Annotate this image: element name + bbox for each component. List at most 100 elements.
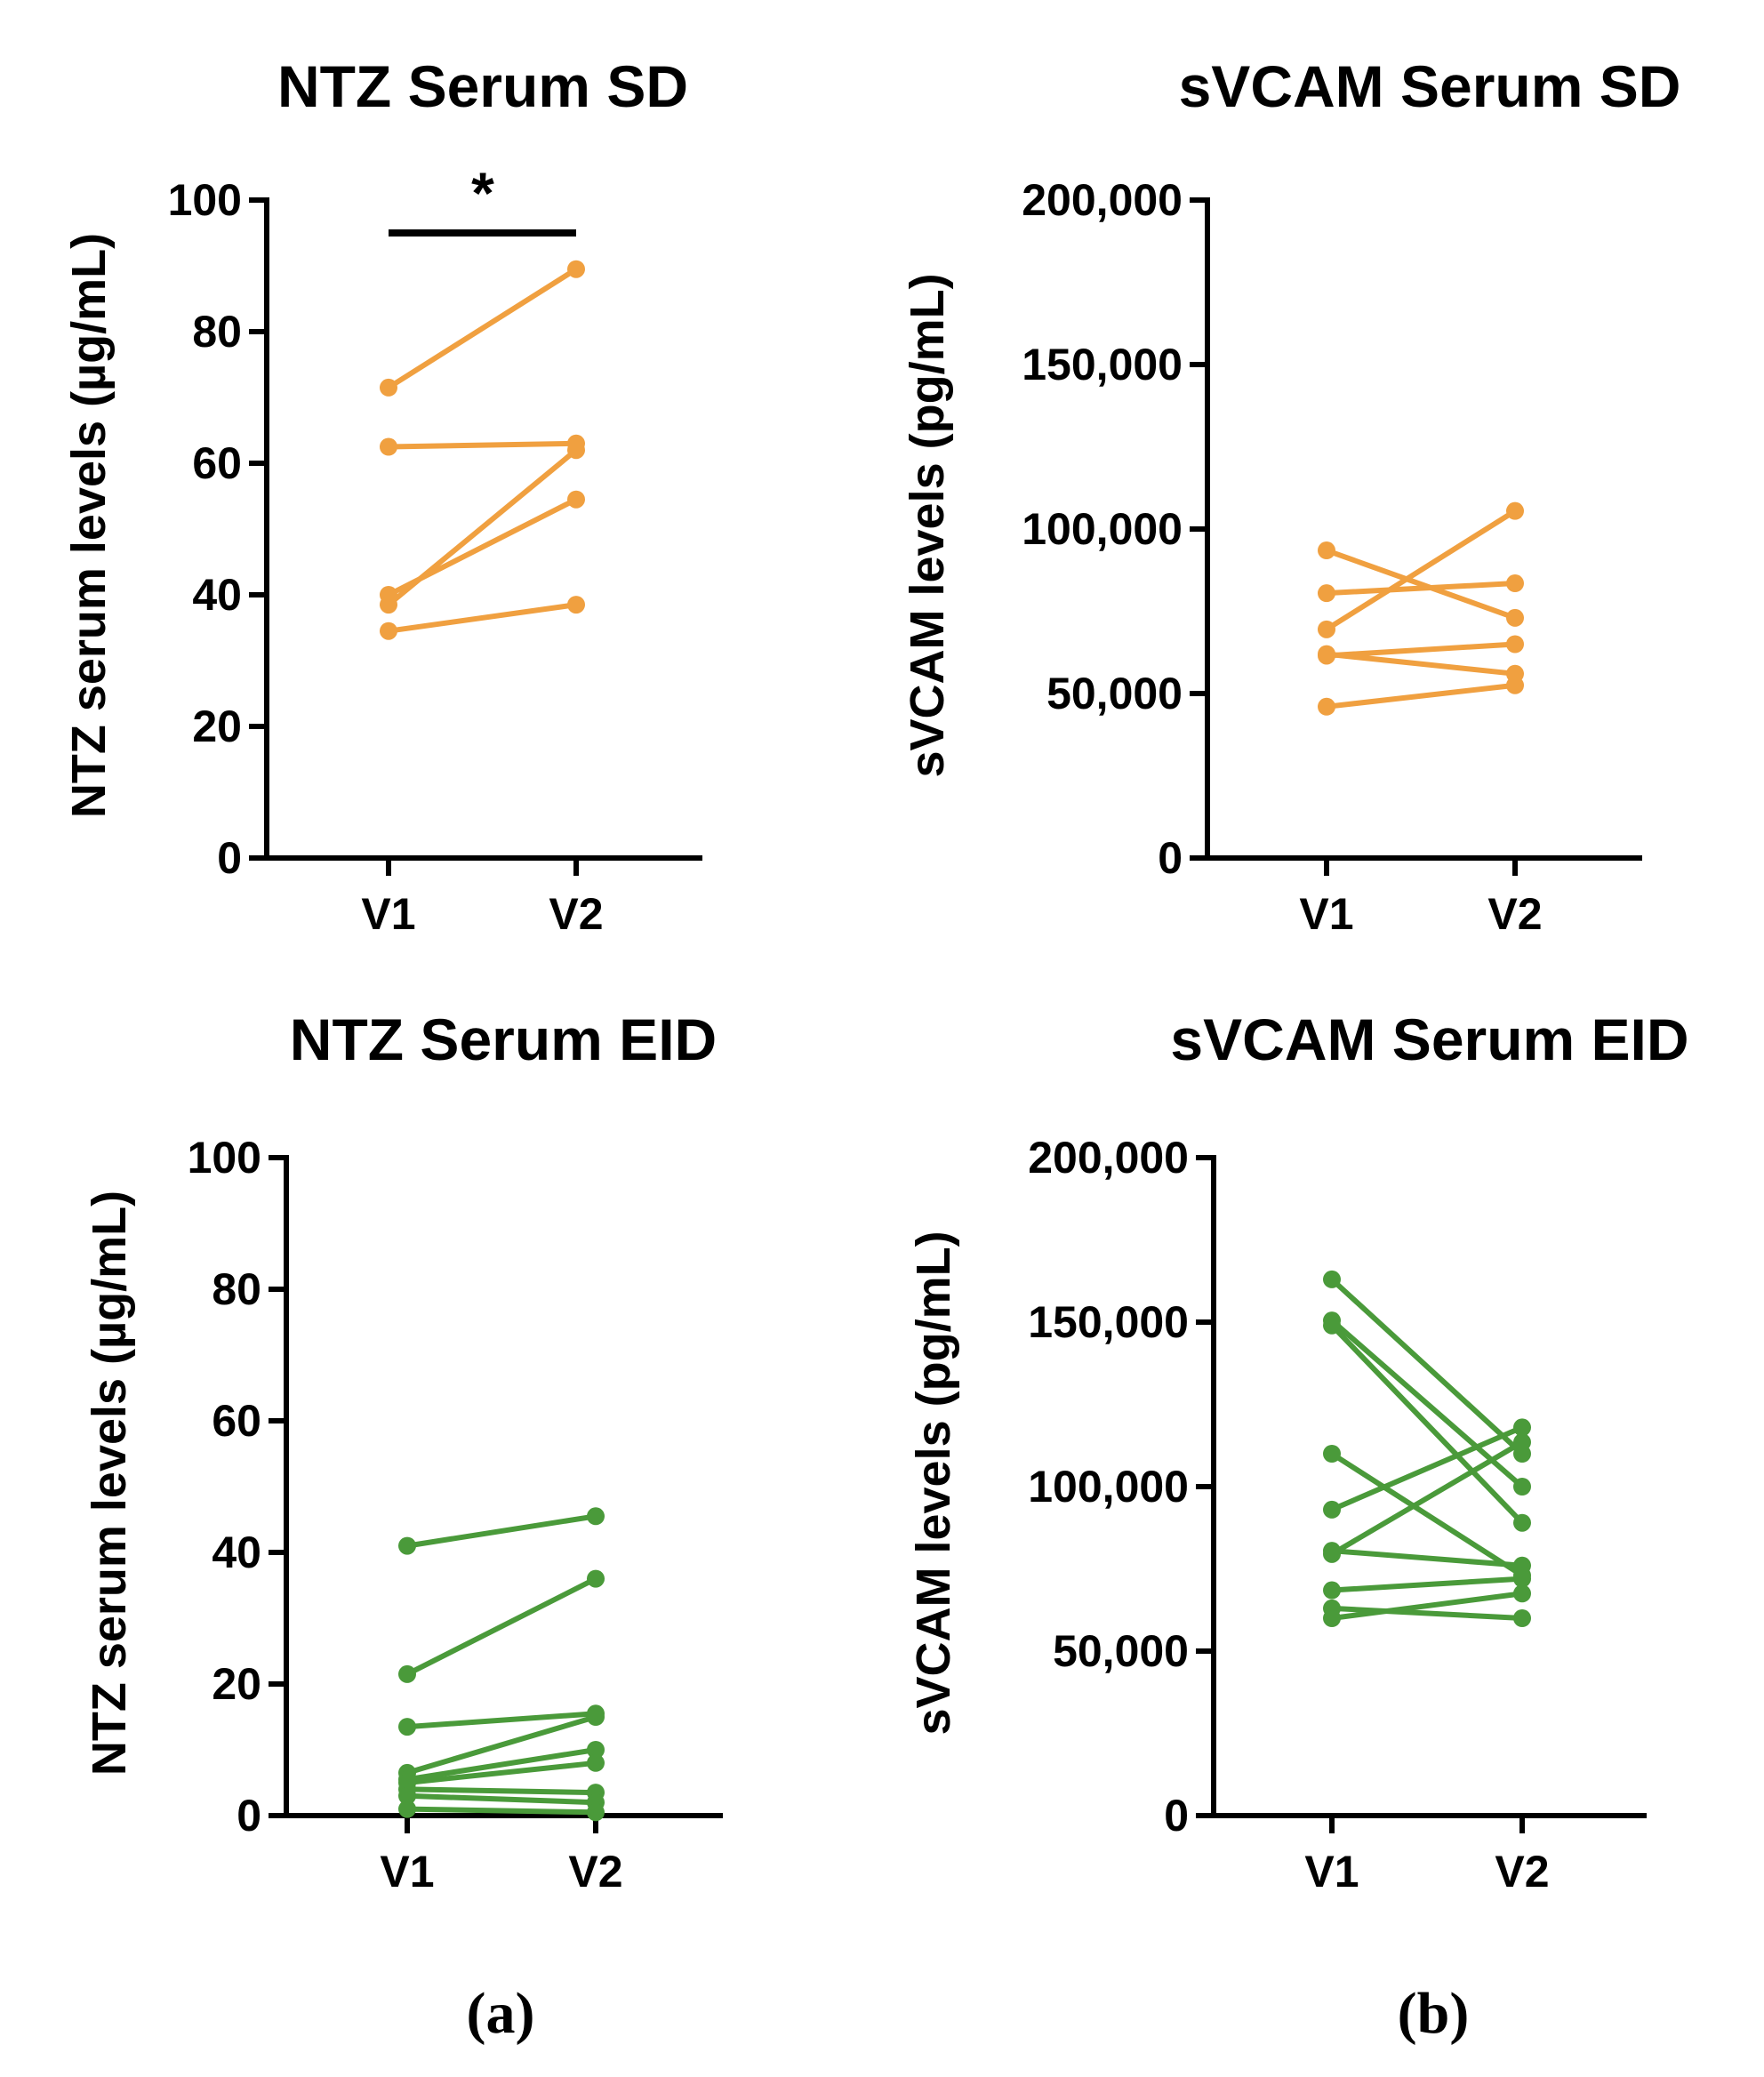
data-point	[1506, 635, 1524, 654]
data-point	[1513, 1513, 1531, 1532]
data-point	[1513, 1609, 1531, 1627]
series-1	[380, 260, 585, 397]
series-line	[1324, 508, 1518, 632]
data-point	[1323, 1609, 1341, 1627]
data-point	[1513, 1584, 1531, 1603]
data-point	[1318, 646, 1335, 665]
series-2	[380, 434, 585, 456]
series-line	[1324, 581, 1518, 597]
x-tick-label: V1	[361, 889, 415, 939]
y-tick-label: 100	[188, 1133, 261, 1183]
chart-title: sVCAM Serum SD	[1179, 53, 1681, 119]
y-tick-label: 80	[212, 1264, 261, 1314]
series-line	[405, 1747, 598, 1783]
series-line	[1324, 651, 1518, 677]
data-point	[1506, 608, 1524, 627]
y-tick-label: 0	[237, 1791, 261, 1840]
series-line	[405, 1792, 598, 1806]
series-1	[1318, 541, 1524, 627]
y-tick-label: 100,000	[1022, 504, 1183, 554]
data-point	[398, 1800, 416, 1818]
data-point	[1318, 541, 1335, 560]
series-2	[398, 1569, 605, 1683]
chart-ntz-serum-sd: NTZ Serum SD NTZ serum levels (µg/mL) * …	[62, 53, 702, 939]
y-axis-label: NTZ serum levels (µg/mL)	[83, 1191, 136, 1776]
x-tick-label: V2	[568, 1847, 622, 1897]
x-tick-label: V2	[549, 889, 603, 939]
series-8	[1323, 1569, 1531, 1600]
y-tick-label: 100,000	[1028, 1462, 1189, 1512]
y-tick-label: 40	[212, 1528, 261, 1577]
series-7	[1323, 1433, 1531, 1563]
chart-title: NTZ Serum EID	[290, 1006, 717, 1072]
series-line	[405, 1513, 598, 1549]
data-point	[587, 1753, 605, 1772]
chart-title: sVCAM Serum EID	[1170, 1006, 1688, 1072]
data-point	[1323, 1544, 1341, 1563]
y-tick-label: 20	[192, 702, 242, 751]
series-1	[1323, 1270, 1531, 1463]
data-point	[587, 1803, 605, 1822]
y-tick-label: 40	[192, 570, 242, 620]
series-line	[1329, 1591, 1525, 1621]
series-line	[1329, 1605, 1525, 1621]
series-line	[1329, 1451, 1525, 1578]
data-point	[567, 260, 585, 278]
panel-label-b: (b)	[1398, 1981, 1470, 2046]
series-line	[1329, 1576, 1525, 1593]
panel-label-a: (a)	[467, 1981, 535, 2046]
series-3	[1318, 501, 1524, 638]
series-5	[1318, 635, 1524, 665]
data-point	[380, 437, 397, 456]
y-tick-label: 0	[217, 833, 242, 883]
chart-svcam-serum-eid: sVCAM Serum EID sVCAM levels (pg/mL) 0 50…	[907, 1006, 1689, 1897]
data-point	[587, 1708, 605, 1726]
series-line	[1329, 1548, 1525, 1568]
data-point	[1318, 697, 1335, 716]
series-3	[398, 1704, 605, 1736]
significance-marker: *	[471, 160, 494, 226]
y-tick-label: 0	[1158, 833, 1183, 883]
chart-ntz-serum-eid: NTZ Serum EID NTZ serum levels (µg/mL) 0…	[83, 1006, 723, 1897]
data-point	[398, 1718, 416, 1736]
y-tick-label: 50,000	[1053, 1626, 1189, 1676]
y-tick-label: 150,000	[1022, 340, 1183, 389]
x-tick-label: V2	[1495, 1847, 1549, 1897]
series-line	[405, 1576, 598, 1677]
series-line	[405, 1806, 598, 1816]
x-tick-label: V1	[1304, 1847, 1359, 1897]
y-tick-label: 200,000	[1028, 1133, 1189, 1183]
data-point	[1318, 584, 1335, 603]
data-point	[1513, 1556, 1531, 1575]
y-tick-label: 50,000	[1046, 669, 1183, 718]
data-point	[1318, 620, 1335, 638]
data-point	[1323, 1581, 1341, 1600]
data-point	[398, 1786, 416, 1805]
chart-title: NTZ Serum SD	[277, 53, 688, 119]
data-point	[1506, 574, 1524, 593]
y-tick-label: 60	[192, 438, 242, 488]
y-tick-label: 150,000	[1028, 1297, 1189, 1347]
data-point	[1323, 1316, 1341, 1335]
data-point	[567, 490, 585, 509]
data-point	[567, 441, 585, 460]
x-tick-label: V1	[380, 1847, 434, 1897]
series-line	[1329, 1439, 1525, 1557]
series-line	[1324, 641, 1518, 659]
y-tick-label: 200,000	[1022, 175, 1183, 225]
data-point	[1506, 676, 1524, 694]
data-point	[380, 621, 397, 640]
data-point	[1513, 1433, 1531, 1452]
y-tick-label: 0	[1164, 1791, 1189, 1840]
series-line	[386, 266, 579, 390]
data-point	[1513, 1418, 1531, 1437]
data-point	[1323, 1270, 1341, 1288]
data-point	[1323, 1445, 1341, 1463]
series-line	[1324, 682, 1518, 710]
series-line	[1329, 1424, 1525, 1512]
data-point	[380, 378, 397, 397]
series-5	[1323, 1418, 1531, 1519]
series-3	[1323, 1316, 1531, 1532]
data-point	[1513, 1478, 1531, 1496]
